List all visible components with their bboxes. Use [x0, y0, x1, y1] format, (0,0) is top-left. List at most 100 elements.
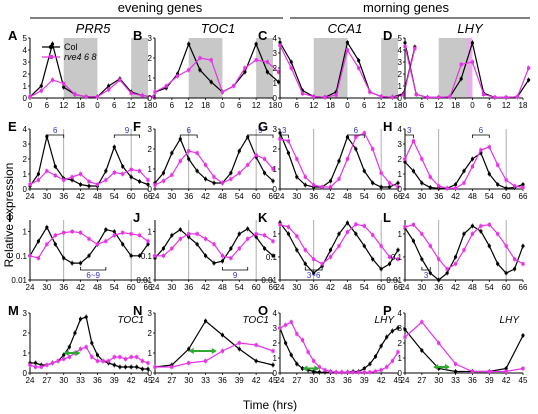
x-tick-label-N-5: 39 — [235, 376, 244, 385]
point-L-col-4 — [437, 278, 441, 282]
point-B-mutant-9 — [254, 58, 258, 62]
y-tick-label-A-2: 2 — [23, 70, 28, 79]
x-tick-label-E-1: 30 — [42, 192, 51, 201]
x-tick-label-A-5: 6 — [112, 101, 117, 110]
phase-arrow-head-right-P — [444, 364, 450, 370]
point-F-mutant-11 — [246, 163, 250, 167]
x-tick-label-L-1: 30 — [417, 283, 426, 292]
point-N-col-3 — [203, 319, 208, 323]
series-line-D-mutant — [404, 46, 530, 99]
point-E-mutant-13 — [137, 169, 142, 173]
point-O-col-2 — [289, 353, 293, 357]
x-tick-label-M-5: 39 — [110, 376, 119, 385]
point-E-col-5 — [70, 178, 74, 182]
x-tick-label-K-4: 48 — [343, 283, 352, 292]
x-tick-label-C-1: 6 — [295, 101, 300, 110]
x-tick-label-N-7: 45 — [269, 376, 278, 385]
point-M-mutant-15 — [112, 355, 116, 359]
point-G-col-7 — [337, 159, 341, 163]
x-tick-label-F-6: 60 — [252, 192, 261, 201]
panel-letter-F: F — [133, 119, 141, 134]
phase-arrow-head-left-O — [302, 365, 308, 372]
point-A-mutant-1 — [39, 89, 43, 93]
series-line-N-mutant — [155, 342, 274, 368]
gene-label-cca1: CCA1 — [328, 21, 363, 36]
point-K-col-11 — [371, 257, 375, 261]
y-tick-label-F-3: 3 — [148, 125, 153, 134]
x-tick-label-H-1: 30 — [417, 192, 426, 201]
x-tick-label-B-0: 0 — [153, 101, 158, 110]
point-K-mutant-2 — [295, 234, 299, 238]
point-L-mutant-3 — [428, 244, 432, 248]
point-G-mutant-6 — [328, 185, 333, 189]
point-I-col-10 — [112, 229, 116, 234]
dark-period-B-1 — [256, 38, 273, 98]
point-K-mutant-13 — [387, 255, 392, 259]
panel-gene-label-M: TOC1 — [118, 315, 145, 326]
x-tick-label-O-1: 27 — [292, 376, 301, 385]
point-H-col-7 — [462, 169, 466, 173]
series-line-O-mutant — [279, 321, 399, 373]
y-tick-label-C-0: 0 — [273, 94, 278, 103]
point-H-col-12 — [504, 186, 508, 190]
point-F-mutant-13 — [262, 157, 267, 161]
point-B-col-8 — [243, 70, 247, 74]
point-A-col-3 — [62, 85, 66, 89]
x-tick-label-E-5: 54 — [110, 192, 119, 201]
phase-arrow-head-left-N — [188, 348, 194, 354]
x-tick-label-L-3: 42 — [451, 283, 460, 292]
point-F-mutant-3 — [178, 159, 182, 163]
point-D-mutant-9 — [504, 95, 508, 99]
x-tick-label-A-7: 18 — [144, 101, 153, 110]
point-I-mutant-5 — [70, 229, 74, 234]
y-tick-label-G-3: 3 — [273, 125, 278, 134]
point-N-col-5 — [237, 347, 241, 351]
point-L-mutant-5 — [445, 267, 449, 271]
point-G-mutant-3 — [303, 175, 307, 179]
x-tick-label-D-6: 12 — [502, 101, 511, 110]
point-L-mutant-2 — [420, 232, 424, 236]
point-D-col-5 — [459, 77, 463, 81]
point-H-col-2 — [420, 181, 424, 185]
x-tick-label-H-3: 42 — [451, 192, 460, 201]
point-F-col-14 — [271, 179, 275, 183]
point-K-col-2 — [295, 248, 299, 252]
x-tick-label-B-5: 6 — [237, 101, 242, 110]
point-G-mutant-1 — [286, 139, 291, 143]
point-G-col-12 — [379, 185, 383, 189]
point-P-mutant-6 — [504, 369, 508, 374]
x-tick-label-N-1: 27 — [167, 376, 176, 385]
x-tick-label-H-5: 54 — [485, 192, 494, 201]
point-O-col-21 — [396, 326, 400, 330]
point-C-mutant-1 — [289, 66, 293, 70]
x-tick-label-I-2: 36 — [59, 283, 68, 292]
period-label-L-0: 3 — [424, 271, 429, 280]
x-tick-label-N-0: 24 — [151, 376, 160, 385]
point-J-mutant-0 — [153, 254, 157, 258]
point-J-col-4 — [187, 235, 191, 239]
point-K-mutant-12 — [379, 244, 383, 248]
point-E-mutant-10 — [112, 170, 116, 175]
point-F-mutant-1 — [161, 179, 166, 183]
series-line-N-col — [154, 320, 274, 368]
y-tick-label-G-2: 2 — [273, 145, 278, 154]
point-O-mutant-2 — [289, 320, 293, 324]
point-A-mutant-5 — [84, 95, 88, 99]
point-M-mutant-7 — [67, 355, 71, 359]
y-tick-label-O-1: 1 — [273, 354, 278, 363]
x-tick-label-J-7: 66 — [269, 283, 278, 292]
y-tick-label-K-1: 0.1 — [266, 253, 278, 262]
x-tick-label-M-0: 24 — [26, 376, 35, 385]
point-H-mutant-3 — [428, 175, 432, 179]
point-G-mutant-9 — [354, 135, 358, 139]
x-tick-label-D-7: 18 — [519, 101, 528, 110]
point-E-mutant-11 — [121, 172, 125, 176]
period-bracket-F-0 — [179, 134, 198, 138]
point-E-mutant-3 — [53, 173, 57, 178]
point-O-mutant-17 — [373, 369, 378, 374]
x-tick-label-P-6: 42 — [502, 376, 511, 385]
period-bracket-F-1 — [247, 134, 274, 138]
